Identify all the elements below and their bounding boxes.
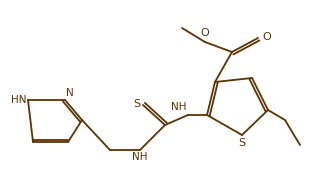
Text: NH: NH bbox=[171, 102, 186, 112]
Text: NH: NH bbox=[132, 152, 148, 162]
Text: N: N bbox=[66, 88, 74, 98]
Text: HN: HN bbox=[11, 95, 26, 105]
Text: S: S bbox=[239, 138, 246, 148]
Text: S: S bbox=[133, 99, 140, 109]
Text: O: O bbox=[262, 32, 271, 42]
Text: O: O bbox=[201, 28, 209, 38]
